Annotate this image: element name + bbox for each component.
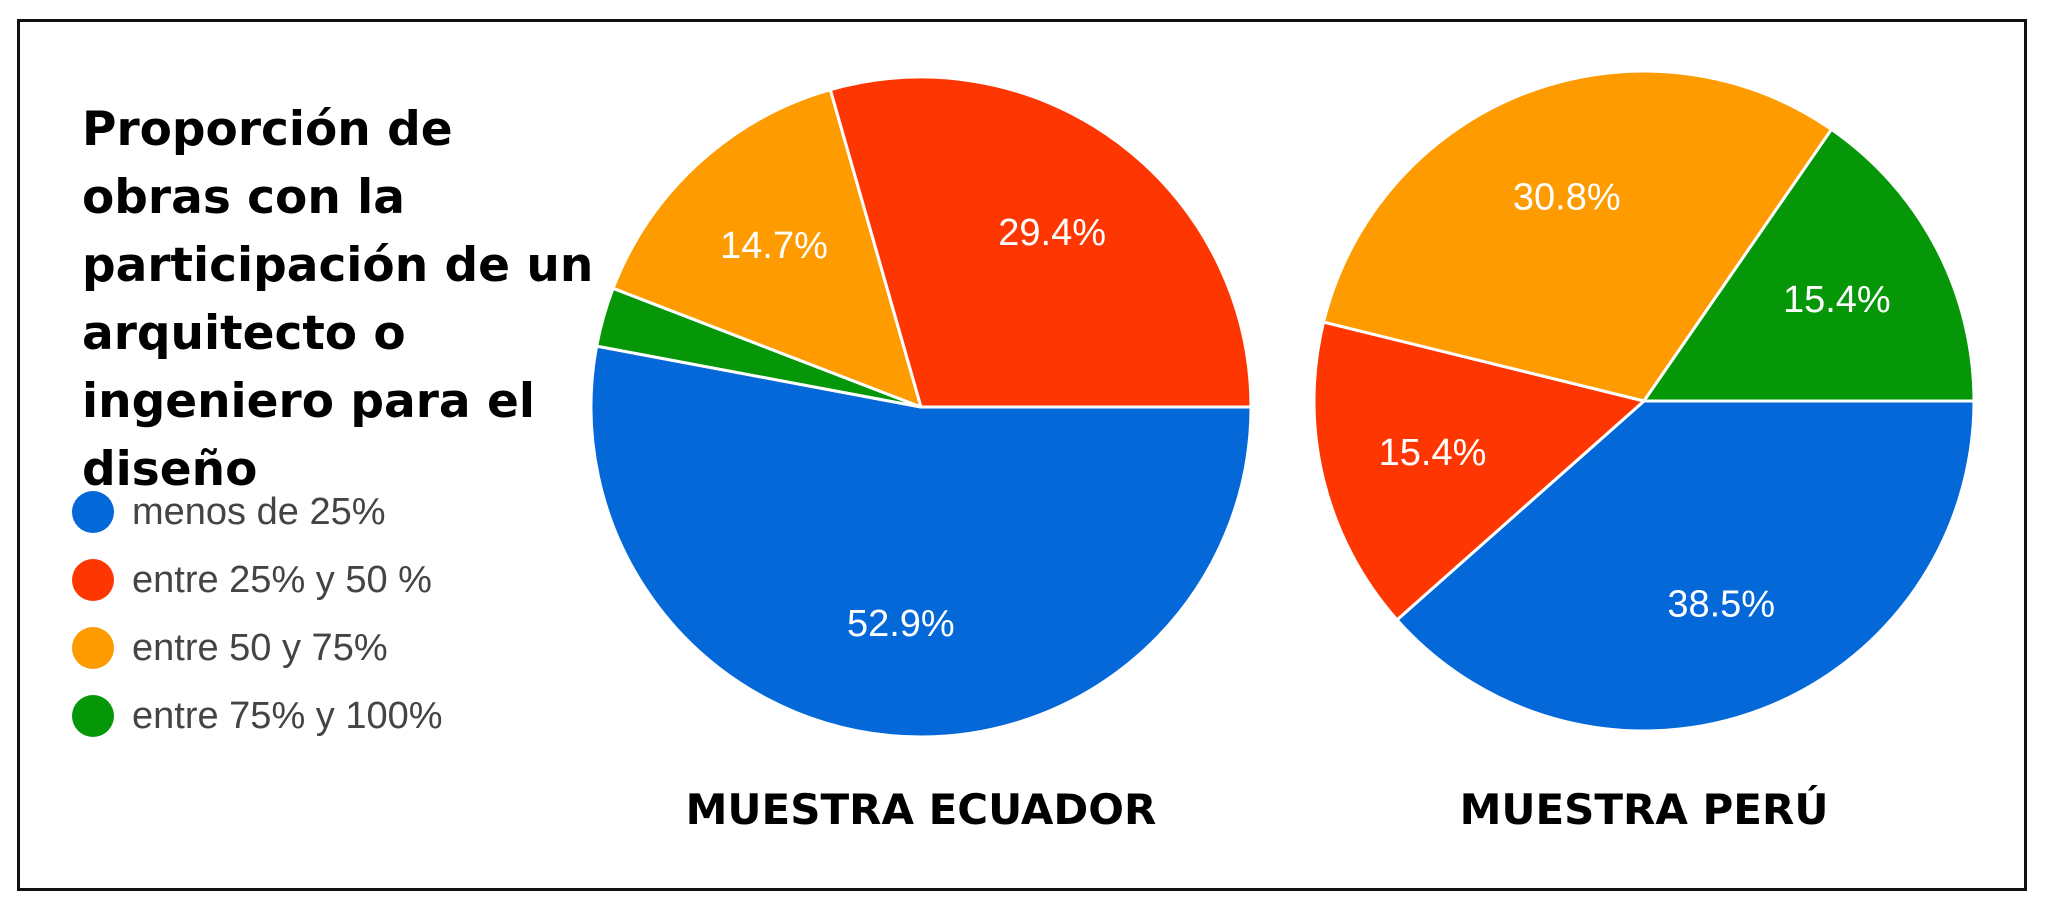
pie-caption-ecuador: MUESTRA ECUADOR [686,785,1157,834]
pie-slice-peru-3 [1642,127,1976,403]
legend-item: entre 75% y 100% [72,682,492,750]
legend-item: entre 50 y 75% [72,614,492,682]
pie-slice-peru-2 [1322,69,1833,403]
data-label-peru-0: 38.5% [1667,584,1775,626]
data-label-peru-3: 15.4% [1783,279,1891,321]
data-label-peru-2: 30.8% [1513,176,1621,218]
legend-label: entre 75% y 100% [132,694,443,737]
legend-swatch [72,695,114,737]
pie-slice-peru-1 [1312,320,1646,622]
chart-title: Proporción de obras con la participación… [82,102,594,497]
legend-label: entre 25% y 50 % [132,558,432,601]
legend-swatch [72,627,114,669]
legend-label: entre 50 y 75% [132,626,388,669]
legend-label: menos de 25% [132,490,386,533]
data-label-ecuador-1: 29.4% [998,212,1106,254]
legend-swatch [72,491,114,533]
pie-slice-peru-0 [1395,399,1976,733]
pie-ecuador: 52.9% 14.7% 29.4% [589,75,1253,739]
pie-slice-ecuador-2 [611,88,923,409]
data-label-peru-1: 15.4% [1379,432,1487,474]
legend: menos de 25% entre 25% y 50 % entre 50 y… [72,478,492,750]
pie-caption-peru: MUESTRA PERÚ [1460,784,1829,834]
data-label-ecuador-2: 14.7% [720,225,828,267]
pie-peru: 38.5% 15.4% 30.8% 15.4% [1312,69,1976,733]
pie-slice-ecuador-0 [589,344,1253,739]
pie-slice-ecuador-1 [828,75,1253,409]
data-label-ecuador-0: 52.9% [847,603,955,645]
legend-swatch [72,559,114,601]
legend-item: entre 25% y 50 % [72,546,492,614]
legend-item: menos de 25% [72,478,492,546]
